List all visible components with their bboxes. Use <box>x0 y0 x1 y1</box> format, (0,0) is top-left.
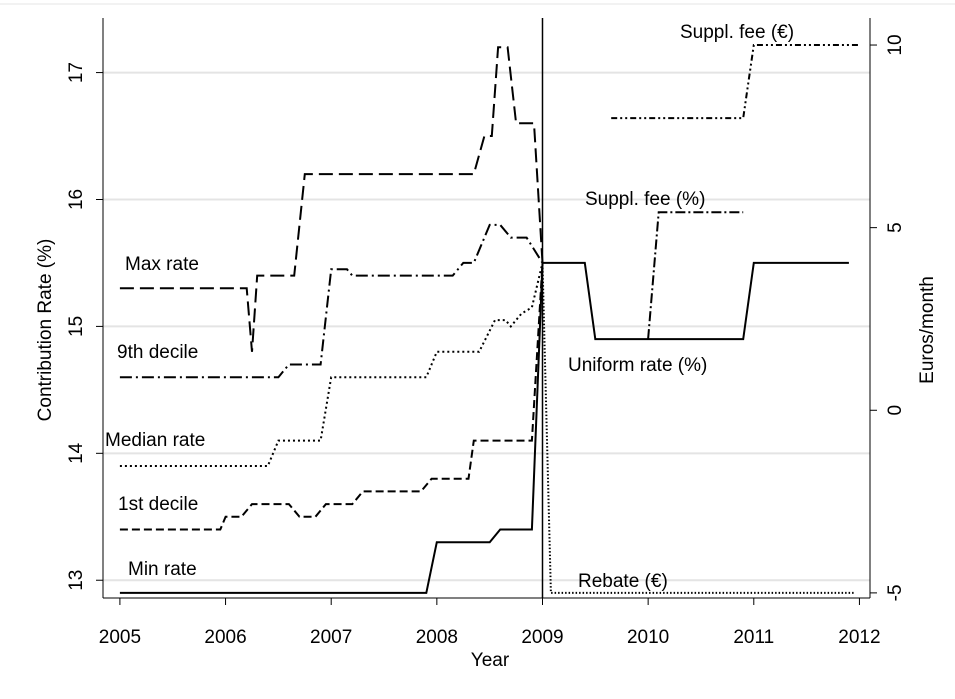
x-tick-label: 2005 <box>99 627 141 648</box>
series-line <box>647 211 744 340</box>
series-label: Rebate (€) <box>578 571 668 592</box>
series-line <box>119 46 544 352</box>
series-label: 9th decile <box>117 342 198 363</box>
y-tick-label: 17 <box>66 62 87 83</box>
series-label: Min rate <box>128 559 197 580</box>
y2-tick-label: -5 <box>885 584 906 601</box>
series-line <box>541 264 855 594</box>
y-tick-label: 14 <box>66 442 87 464</box>
series-label: Max rate <box>125 254 199 275</box>
y2-tick-label: 5 <box>885 222 906 233</box>
series-line <box>119 262 544 531</box>
x-axis-label: Year <box>471 650 510 671</box>
x-tick-label: 2012 <box>838 627 880 648</box>
series-line <box>119 262 544 467</box>
x-tick-label: 2010 <box>627 627 669 648</box>
x-tick-label: 2007 <box>310 627 352 648</box>
series-label: Median rate <box>105 430 205 451</box>
y2-axis-label: Euros/month <box>917 276 938 384</box>
x-tick-label: 2011 <box>733 627 774 648</box>
y-tick-label: 15 <box>66 316 87 337</box>
series-label: Uniform rate (%) <box>568 355 707 376</box>
y-tick-label: 13 <box>66 570 87 591</box>
series-label: Suppl. fee (%) <box>585 189 705 210</box>
series-line <box>542 261 849 341</box>
series-line <box>119 223 544 379</box>
series-line <box>119 262 544 594</box>
x-tick-label: 2009 <box>521 627 563 648</box>
series-line <box>611 44 860 120</box>
x-tick-label: 2008 <box>416 627 458 648</box>
y2-tick-label: 0 <box>885 405 906 416</box>
series-label: 1st decile <box>118 494 198 515</box>
y-tick-label: 16 <box>66 189 87 210</box>
y-axis-label: Contribution Rate (%) <box>35 239 56 422</box>
series-label: Suppl. fee (€) <box>680 22 794 43</box>
y2-tick-label: 10 <box>885 34 906 55</box>
x-tick-label: 2006 <box>204 627 246 648</box>
